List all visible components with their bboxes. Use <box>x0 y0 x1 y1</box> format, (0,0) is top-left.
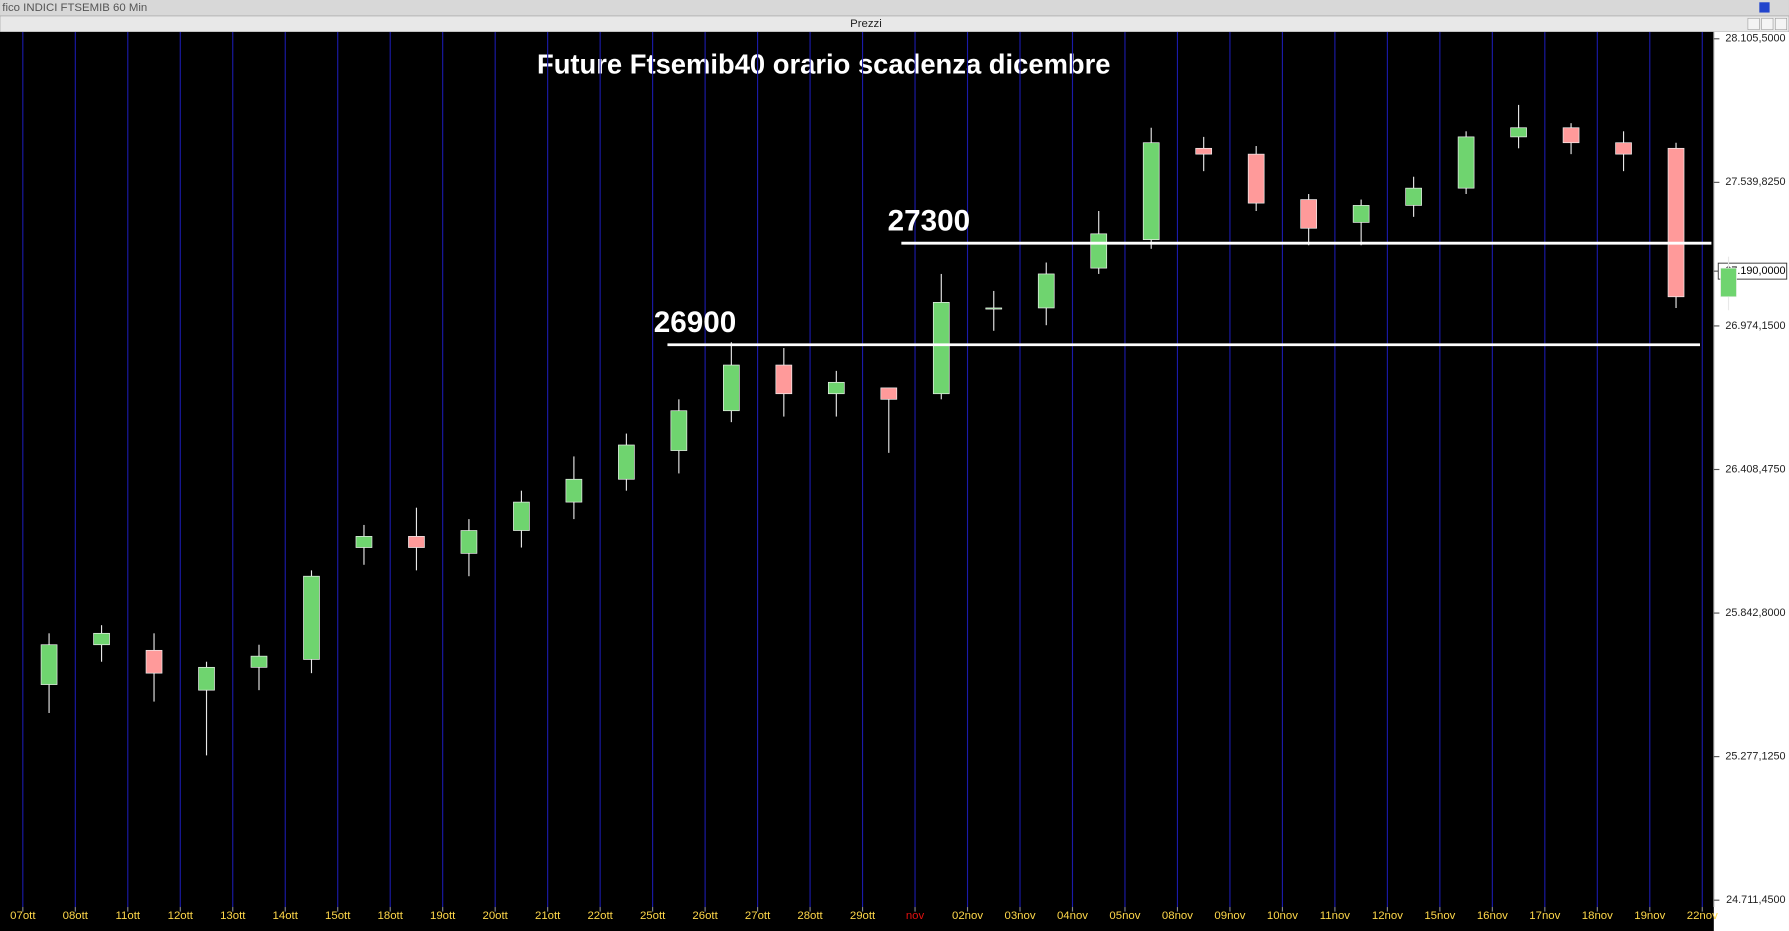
candle-body <box>1510 127 1527 138</box>
x-tick-label: 10nov <box>1267 910 1298 922</box>
window-titlebar <box>0 0 1789 16</box>
candle-body <box>1090 233 1108 269</box>
x-tick-label: 08ott <box>63 910 89 922</box>
x-tick-label: 12nov <box>1372 910 1403 922</box>
y-tick-label: 25.842,8000 <box>1725 607 1785 619</box>
candle-body <box>1300 199 1317 229</box>
candle-body <box>775 364 793 395</box>
candle-body <box>1352 205 1370 223</box>
chart-title: Future Ftsemib40 orario scadenza dicembr… <box>537 48 1111 79</box>
x-tick-label: 19nov <box>1634 910 1665 922</box>
candle-body <box>1037 273 1055 309</box>
level-label: 26900 <box>654 306 736 339</box>
x-tick-label: 25ott <box>640 910 666 922</box>
y-tick-label: 26.974,1500 <box>1725 320 1785 332</box>
x-tick-label: 26ott <box>692 910 718 922</box>
candle-body <box>355 536 373 548</box>
candle-body <box>1195 147 1213 155</box>
candle-body <box>670 410 688 451</box>
x-tick-label: 15nov <box>1424 910 1455 922</box>
panel-title: Prezzi <box>850 18 882 30</box>
y-axis-panel <box>1713 31 1789 931</box>
x-tick-label: 14ott <box>273 910 299 922</box>
candle-body <box>198 666 215 691</box>
close-button[interactable] <box>1775 17 1787 30</box>
candle-body <box>513 501 530 531</box>
y-tick-label: 26.408,4750 <box>1725 463 1785 475</box>
x-tick-label: 22nov <box>1687 910 1718 922</box>
candle-body <box>1247 153 1265 204</box>
candle-body <box>932 302 950 395</box>
x-tick-label: 12ott <box>168 910 194 922</box>
x-tick-label: 05nov <box>1109 910 1140 922</box>
x-tick-label: 11nov <box>1320 910 1350 922</box>
x-tick-label: 17nov <box>1529 910 1560 922</box>
candle-body <box>93 632 110 646</box>
x-tick-label: 29ott <box>850 910 876 922</box>
candle-body <box>1457 136 1475 189</box>
candle-body <box>40 644 58 685</box>
x-tick-label: 13ott <box>220 910 246 922</box>
candle-body <box>1667 147 1685 298</box>
x-tick-label: 08nov <box>1162 910 1193 922</box>
x-tick-label: 03nov <box>1004 910 1035 922</box>
candle-body <box>1720 267 1737 298</box>
candle-body <box>303 575 320 660</box>
candle-body <box>1562 127 1580 144</box>
candle-body <box>1615 142 1632 155</box>
candle-body <box>565 478 583 503</box>
x-tick-label: 04nov <box>1057 910 1088 922</box>
candle-body <box>723 364 740 412</box>
x-tick-label: 20ott <box>483 910 509 922</box>
candle-body <box>985 307 1003 310</box>
candle-body <box>880 387 898 400</box>
x-tick-label: nov <box>906 910 925 922</box>
level-label: 27300 <box>888 205 970 238</box>
x-tick-label: 22ott <box>587 910 613 922</box>
x-tick-label: 16nov <box>1477 910 1508 922</box>
minimize-button[interactable] <box>1747 17 1760 30</box>
y-tick-label: 25.277,1250 <box>1725 750 1785 762</box>
candle-body <box>1405 187 1422 206</box>
candle-body <box>408 536 425 548</box>
candle-body <box>250 655 268 668</box>
y-tick-label: 24.711,4500 <box>1726 894 1785 906</box>
candle-body <box>1142 142 1160 241</box>
x-tick-label: 27ott <box>745 910 771 922</box>
x-tick-label: 18ott <box>378 910 404 922</box>
y-tick-label: 27.539,8250 <box>1725 176 1785 188</box>
plot-area <box>0 31 1714 908</box>
window-icon[interactable] <box>1759 2 1770 13</box>
candle-body <box>827 381 845 395</box>
window-title: fico INDICI FTSEMIB 60 Min <box>2 2 147 14</box>
candle-body <box>618 444 635 480</box>
candle-body <box>145 649 163 674</box>
candle-body <box>460 530 478 554</box>
maximize-button[interactable] <box>1761 17 1774 30</box>
x-tick-label: 18nov <box>1582 910 1613 922</box>
x-tick-label: 19ott <box>430 910 456 922</box>
last-price-label: 27.190,0000 <box>1725 265 1785 277</box>
x-tick-label: 09nov <box>1214 910 1245 922</box>
x-axis-panel <box>0 907 1714 931</box>
x-tick-label: 21ott <box>535 910 561 922</box>
x-tick-label: 07ott <box>10 910 36 922</box>
x-tick-label: 02nov <box>952 910 983 922</box>
x-tick-label: 15ott <box>325 910 351 922</box>
y-tick-label: 28.105,5000 <box>1725 33 1785 45</box>
panel-header <box>0 15 1789 33</box>
x-tick-label: 28ott <box>797 910 823 922</box>
x-tick-label: 11ott <box>116 910 141 922</box>
